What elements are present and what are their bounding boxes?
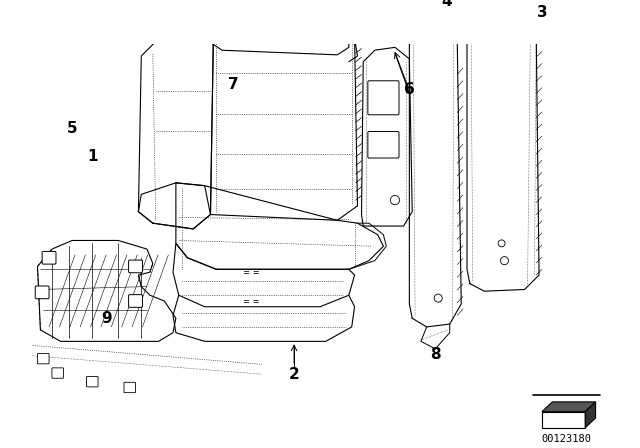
Text: 3: 3 [536,5,547,20]
Text: 1: 1 [87,149,97,164]
Polygon shape [542,412,585,428]
FancyBboxPatch shape [35,286,49,299]
Text: = =: = = [243,268,259,277]
FancyBboxPatch shape [124,382,136,392]
Text: 00123180: 00123180 [541,435,592,444]
FancyBboxPatch shape [476,14,495,28]
Polygon shape [585,402,596,428]
FancyBboxPatch shape [52,368,63,378]
FancyBboxPatch shape [129,260,143,273]
Text: 5: 5 [67,121,77,136]
Text: = =: = = [243,297,259,306]
FancyBboxPatch shape [368,132,399,158]
Text: 2: 2 [289,367,300,382]
FancyBboxPatch shape [42,251,56,264]
Text: 6: 6 [404,82,415,97]
FancyBboxPatch shape [207,18,221,29]
FancyBboxPatch shape [368,81,399,115]
FancyBboxPatch shape [86,376,98,387]
FancyBboxPatch shape [296,1,326,15]
Polygon shape [542,402,596,412]
Text: 8: 8 [430,347,440,362]
Text: 7: 7 [228,78,239,92]
Text: 4: 4 [442,0,452,9]
Text: 9: 9 [101,311,112,326]
FancyBboxPatch shape [129,295,143,307]
FancyBboxPatch shape [38,353,49,364]
